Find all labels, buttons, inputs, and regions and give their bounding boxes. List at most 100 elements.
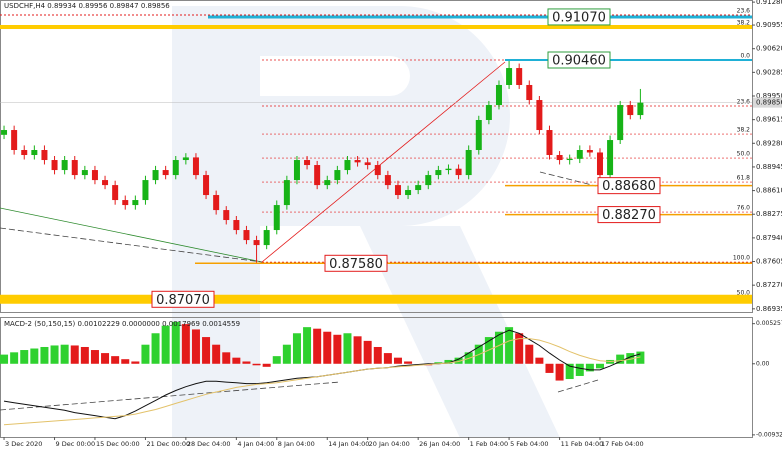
histogram-bar [383, 353, 392, 364]
candle-body [41, 150, 48, 161]
candle-body [607, 140, 614, 176]
histogram-bar [80, 346, 89, 364]
fib-label: 61.8 [737, 175, 751, 182]
histogram-bar [262, 363, 271, 367]
level-label: 0.87580 [329, 257, 383, 272]
candle-body [293, 160, 300, 181]
candle-body [516, 68, 523, 85]
trend-line [0, 381, 341, 411]
histogram-bar [626, 353, 635, 364]
x-tick-label: 11 Feb 04:00 [561, 440, 604, 448]
histogram-bar [70, 345, 79, 364]
candle-body [283, 180, 290, 206]
y-tick-label: 0.0052571 [756, 320, 782, 327]
candle-body [91, 170, 98, 181]
candle-body [425, 175, 432, 186]
histogram-bar [30, 348, 39, 364]
candle-body [203, 175, 210, 196]
watermark-leg [360, 226, 560, 438]
candle-body [445, 168, 452, 171]
fib-label: 76.0 [737, 205, 751, 212]
level-box [597, 177, 661, 195]
candle-body [344, 160, 351, 171]
histogram-bar [50, 345, 59, 364]
x-tick-label: 14 Jan 04:00 [328, 440, 369, 448]
histogram-bar [141, 344, 150, 364]
x-tick-label: 4 Jan 04:00 [237, 440, 274, 448]
candle-body [304, 160, 311, 166]
histogram-bar [515, 333, 524, 364]
candle-body [384, 175, 391, 186]
y-tick-label: 0.90955 [756, 21, 782, 29]
y-tick-label: 0.90285 [756, 68, 782, 76]
fib-label: 23.6 [737, 8, 751, 15]
level-label: 0.88680 [602, 179, 656, 194]
last-price-box [753, 97, 782, 108]
histogram-bar [272, 356, 281, 364]
fib-label: 100.0 [733, 255, 750, 262]
trend-line [0, 207, 263, 263]
candle-body [81, 170, 88, 176]
candle-body [364, 162, 371, 166]
candle-body [142, 180, 149, 201]
trend-line [539, 171, 597, 187]
histogram-bar [181, 324, 190, 364]
histogram-bar [0, 354, 9, 364]
candle-body [506, 68, 513, 85]
candle-body [495, 84, 502, 106]
histogram-bar [636, 351, 645, 364]
histogram-bar [101, 353, 110, 364]
y-tick-label: -0.0093201 [756, 431, 782, 438]
candle-body [354, 160, 361, 163]
level-box [597, 206, 661, 224]
x-tick-label: 28 Dec 04:00 [187, 440, 231, 448]
histogram-bar [444, 359, 453, 364]
histogram-bar [595, 363, 604, 369]
histogram-bar [90, 350, 99, 364]
candle-body [192, 157, 199, 176]
watermark-bowl [260, 6, 510, 226]
x-tick-label: 3 Dec 2020 [5, 440, 42, 448]
candle-body [334, 170, 341, 181]
candle-body [233, 220, 240, 231]
histogram-bar [20, 350, 29, 364]
candle-body [51, 160, 58, 171]
y-tick-label: 0.88945 [756, 163, 782, 171]
histogram-bar [434, 362, 443, 364]
candle-body [172, 160, 179, 176]
candle-body [253, 240, 260, 246]
indicator-line [3, 338, 641, 426]
macd-frame [0, 317, 753, 438]
histogram-bar [454, 357, 463, 364]
y-tick-label: 0.88275 [756, 210, 782, 218]
histogram-bar [353, 336, 362, 364]
main-frame [0, 0, 753, 313]
histogram-bar [131, 361, 140, 364]
histogram-bar [585, 363, 594, 372]
watermark-stem [172, 6, 260, 438]
histogram-bar [545, 363, 554, 373]
histogram-bar [40, 346, 49, 364]
histogram-bar [616, 354, 625, 364]
histogram-bar [404, 361, 413, 364]
x-tick-label: 17 Feb 04:00 [601, 440, 644, 448]
trend-line [0, 227, 263, 263]
candle-body [21, 150, 28, 156]
histogram-bar [191, 329, 200, 364]
histogram-bar [60, 344, 69, 364]
candle-body [536, 100, 543, 131]
candle-body [405, 190, 412, 196]
candle-body [475, 120, 482, 150]
histogram-bar [363, 340, 372, 364]
histogram-bar [494, 331, 503, 364]
candle-body [435, 170, 442, 176]
fib-label: 23.6 [737, 99, 751, 106]
candle-body [485, 105, 492, 120]
candle-body [273, 205, 280, 231]
candle-body [566, 158, 573, 161]
candle-body [586, 150, 593, 153]
watermark [172, 6, 560, 438]
